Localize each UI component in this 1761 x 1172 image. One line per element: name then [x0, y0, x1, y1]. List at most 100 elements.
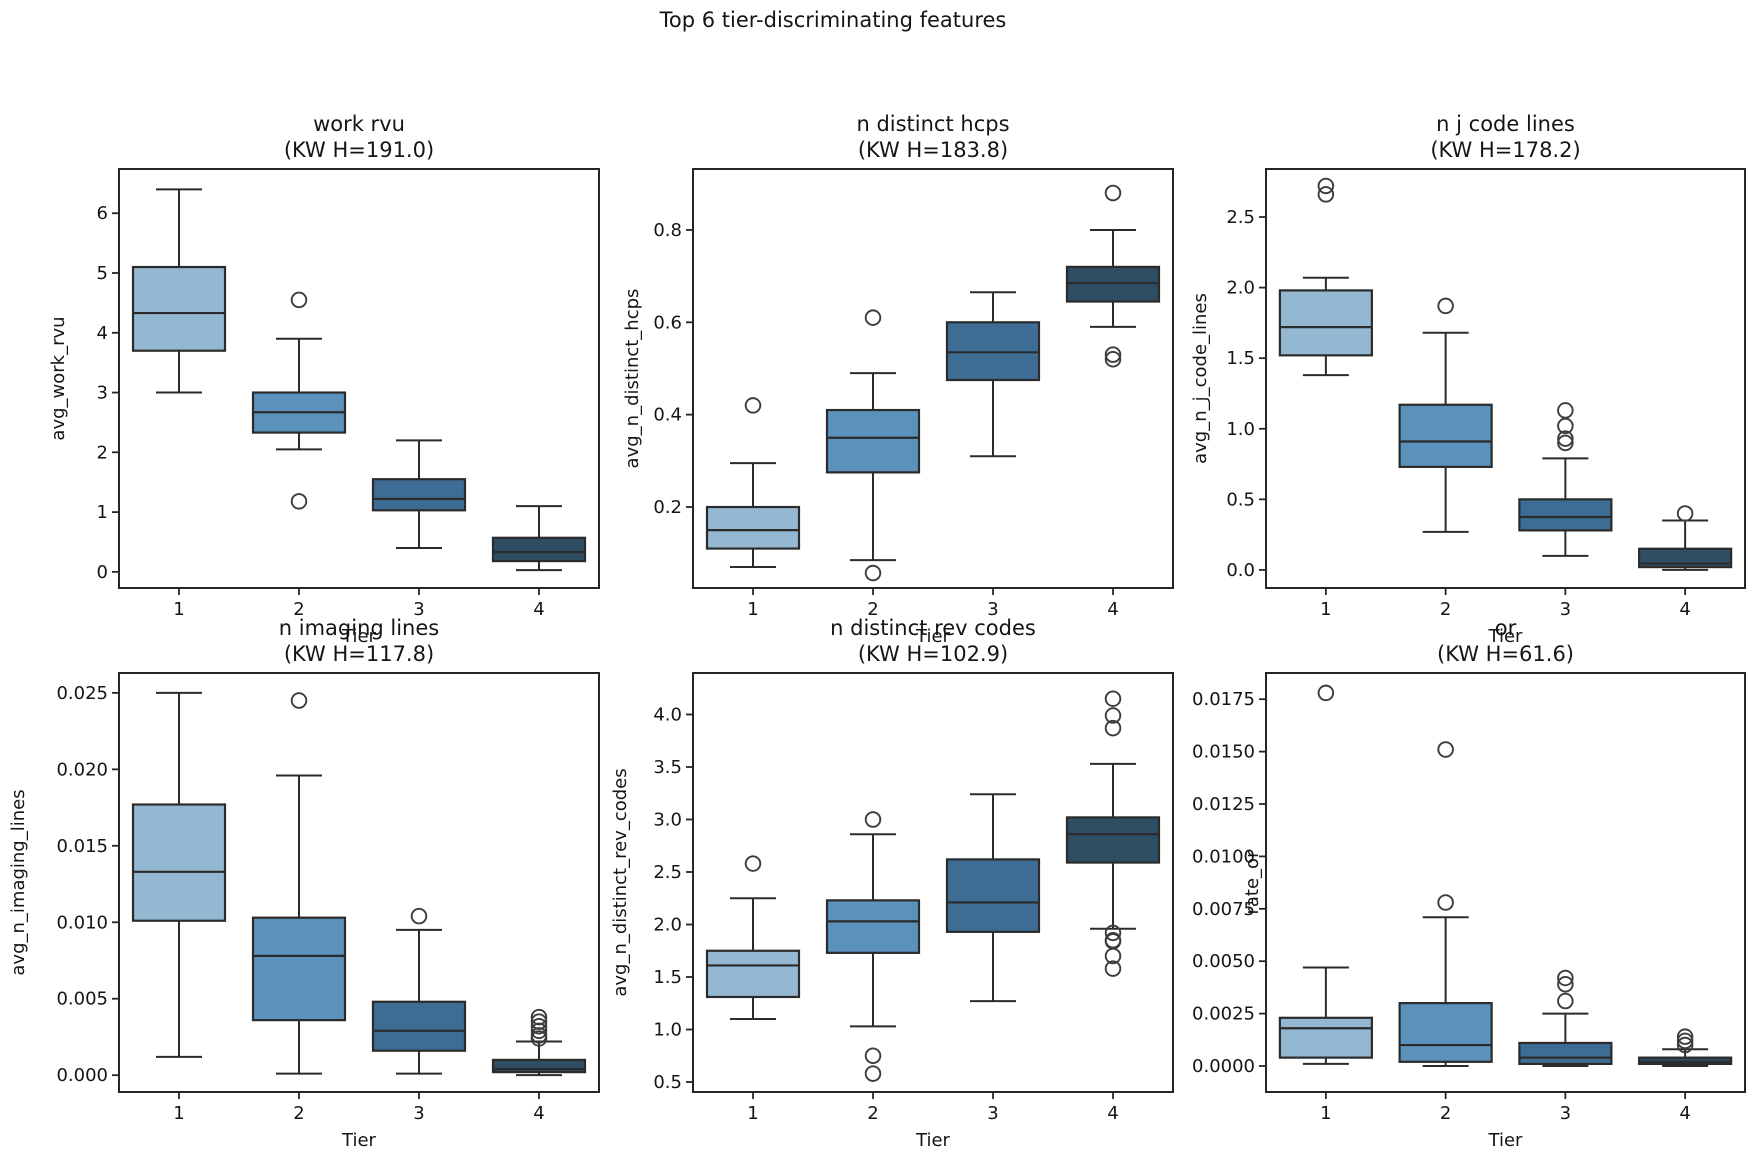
- box-tier-2: [251, 692, 347, 1075]
- y-tick-label: 0.020: [56, 759, 108, 780]
- box-iqr: [371, 478, 467, 512]
- y-axis-label: avg_n_distinct_hcps: [622, 289, 643, 469]
- subplot-subtitle: (KW H=117.8): [284, 642, 434, 666]
- x-tick-label: 4: [1679, 599, 1690, 620]
- y-tick-label: 0.0050: [1192, 951, 1255, 972]
- box-iqr: [491, 536, 587, 563]
- outlier-point: [1676, 1032, 1694, 1050]
- y-tick-label: 0: [97, 562, 108, 583]
- box-iqr: [371, 1000, 467, 1052]
- y-tick-label: 0.0025: [1192, 1004, 1255, 1025]
- box-tier-4: [1638, 1028, 1733, 1068]
- y-tick-label: 1.0: [653, 1020, 682, 1041]
- y-tick-label: 2.0: [653, 915, 682, 936]
- y-tick-label: 0.4: [653, 405, 682, 426]
- x-tick-label: 2: [293, 1103, 304, 1124]
- y-tick-label: 0.5: [653, 1072, 682, 1093]
- y-tick-label: 0.0000: [1192, 1056, 1255, 1077]
- x-axis-label: Tier: [341, 626, 377, 647]
- subplot-title: work rvu: [313, 112, 405, 136]
- subplot-title: n distinct hcps: [856, 112, 1009, 136]
- outlier-point: [1104, 947, 1122, 965]
- y-tick-label: 2.5: [1226, 207, 1255, 228]
- outlier-point: [1557, 969, 1574, 987]
- box-tier-3: [371, 907, 467, 1075]
- outlier-point: [1437, 297, 1454, 315]
- axes-frame: [1265, 168, 1746, 589]
- box-iqr: [825, 408, 921, 474]
- outlier-point: [1557, 434, 1574, 452]
- outlier-point: [1317, 684, 1335, 702]
- outlier-point: [1557, 417, 1574, 435]
- y-tick-label: 0.0150: [1192, 742, 1255, 763]
- x-tick-label: 4: [1107, 1103, 1118, 1124]
- outlier-point: [1104, 184, 1122, 202]
- y-tick-label: 0.0125: [1192, 794, 1255, 815]
- x-tick-label: 3: [413, 1103, 424, 1124]
- y-tick-label: 0.015: [56, 836, 108, 857]
- y-tick-label: 0.0175: [1192, 689, 1255, 710]
- y-tick-label: 0.025: [56, 683, 108, 704]
- subplot-subtitle: (KW H=102.9): [858, 642, 1008, 666]
- y-tick-label: 3.0: [653, 809, 682, 830]
- subplot-n-distinct-rev-codes: 0.5 1.0 1.5 2.0 2.5 3.0 3.5 4.0 1 2 3 4 Tier avg_n_di…: [610, 616, 1174, 1151]
- x-axis-label: Tier: [1488, 626, 1524, 647]
- box-iqr: [705, 505, 801, 550]
- y-tick-label: 5: [97, 263, 108, 284]
- box-iqr: [491, 1058, 587, 1074]
- x-tick-label: 3: [413, 599, 424, 620]
- x-axis-label: Tier: [915, 626, 951, 647]
- x-tick-label: 1: [1320, 599, 1331, 620]
- outlier-point: [290, 493, 308, 510]
- box-tier-3: [945, 291, 1041, 458]
- box-iqr: [1518, 1041, 1613, 1066]
- box-tier-3: [1518, 402, 1613, 557]
- x-tick-label: 1: [1320, 1103, 1331, 1124]
- y-tick-label: 4.0: [653, 704, 682, 725]
- outlier-point: [1104, 924, 1122, 942]
- box-tier-1: [1278, 177, 1373, 377]
- outlier-point: [530, 1017, 548, 1035]
- subplot-title: or: [1495, 616, 1517, 640]
- outlier-point: [864, 564, 882, 582]
- outlier-point: [1317, 186, 1335, 203]
- y-tick-label: 2.0: [1226, 278, 1255, 299]
- outlier-point: [1557, 430, 1574, 447]
- box-tier-1: [131, 691, 227, 1058]
- y-tick-label: 0.2: [653, 497, 682, 518]
- y-tick-label: 2: [97, 442, 108, 463]
- y-tick-label: 0.6: [653, 312, 682, 333]
- box-iqr: [705, 949, 801, 999]
- outlier-point: [744, 397, 762, 414]
- box-iqr: [1398, 403, 1493, 468]
- subplot-subtitle: (KW H=191.0): [284, 138, 434, 162]
- y-tick-label: 0.000: [56, 1065, 108, 1086]
- y-tick-label: 3: [97, 383, 108, 404]
- box-iqr: [1398, 1002, 1493, 1063]
- x-tick-label: 1: [173, 1103, 184, 1124]
- box-tier-4: [491, 505, 587, 572]
- subplot-or: 0.0000 0.0025 0.0050 0.0075 0.0100 0.0125 0.01…: [1192, 616, 1746, 1151]
- box-tier-2: [1398, 297, 1493, 533]
- box-iqr: [251, 916, 347, 1022]
- x-tick-label: 3: [987, 599, 998, 620]
- outlier-point: [864, 1065, 882, 1082]
- outlier-point: [1104, 690, 1122, 707]
- y-tick-label: 2.5: [653, 862, 682, 883]
- outlier-point: [1104, 960, 1122, 977]
- outlier-point: [290, 692, 308, 709]
- x-tick-label: 4: [1107, 599, 1118, 620]
- outlier-point: [1317, 177, 1335, 195]
- axes-frame: [118, 168, 600, 589]
- x-tick-label: 3: [987, 1103, 998, 1124]
- y-tick-label: 0.0: [1226, 560, 1255, 581]
- x-tick-label: 2: [1440, 599, 1451, 620]
- subplot-n-j-code-lines: 0.0 0.5 1.0 1.5 2.0 2.5 1 2 3 4 Tier avg_n_j_code_l…: [1190, 112, 1746, 647]
- subplot-n-imaging-lines: 0.000 0.005 0.010 0.015 0.020 0.025 1 2 3 4 Tier av…: [8, 616, 600, 1151]
- y-tick-label: 0.8: [653, 220, 682, 241]
- outlier-point: [1676, 1028, 1694, 1045]
- outlier-point: [1104, 707, 1122, 724]
- y-tick-label: 4: [97, 323, 108, 344]
- outlier-point: [530, 1022, 548, 1040]
